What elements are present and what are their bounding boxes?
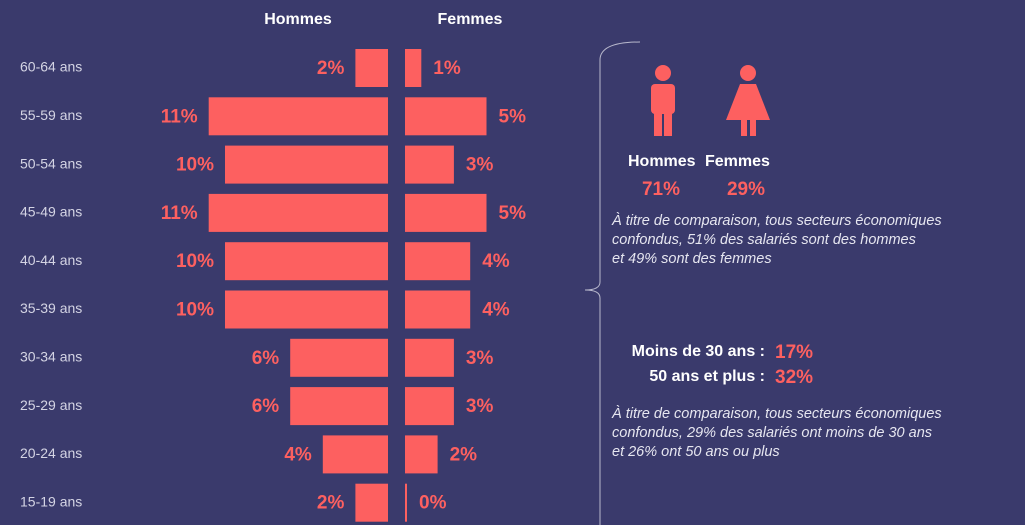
value-label: 3% bbox=[466, 155, 494, 176]
age-label: 55-59 ans bbox=[20, 107, 82, 123]
age-label: 45-49 ans bbox=[20, 204, 82, 220]
bar bbox=[208, 193, 388, 232]
bar bbox=[355, 483, 388, 522]
woman-icon bbox=[726, 65, 770, 136]
value-label: 3% bbox=[466, 348, 494, 369]
age-label: 40-44 ans bbox=[20, 252, 82, 268]
under30-label: Moins de 30 ans : bbox=[632, 343, 765, 360]
bar bbox=[225, 145, 388, 184]
age-label: 35-39 ans bbox=[20, 300, 82, 316]
bar bbox=[290, 338, 388, 377]
gender-men-label: Hommes bbox=[628, 153, 696, 170]
gender-women-label: Femmes bbox=[705, 153, 770, 170]
age-label: 20-24 ans bbox=[20, 445, 82, 461]
gender-note: confondus, 51% des salariés sont des hom… bbox=[612, 232, 916, 248]
value-label: 5% bbox=[499, 106, 527, 127]
age-note: confondus, 29% des salariés ont moins de… bbox=[612, 425, 932, 441]
age-label: 15-19 ans bbox=[20, 493, 82, 509]
value-label: 1% bbox=[433, 58, 461, 79]
bar bbox=[405, 49, 422, 87]
value-label: 2% bbox=[317, 58, 345, 79]
bar bbox=[405, 483, 407, 522]
bar bbox=[405, 338, 454, 377]
bar bbox=[405, 290, 471, 329]
gender-men-value: 71% bbox=[642, 179, 680, 200]
over50-value: 32% bbox=[775, 367, 813, 388]
value-label: 10% bbox=[176, 300, 214, 321]
value-label: 6% bbox=[252, 348, 280, 369]
bar bbox=[405, 193, 487, 232]
value-label: 6% bbox=[252, 396, 280, 417]
age-note: et 26% ont 50 ans ou plus bbox=[612, 444, 780, 460]
bar bbox=[405, 145, 454, 184]
bar bbox=[225, 242, 388, 281]
bar bbox=[225, 290, 388, 329]
value-label: 11% bbox=[161, 203, 198, 224]
under30-value: 17% bbox=[775, 342, 813, 363]
man-icon bbox=[651, 65, 675, 136]
gender-note: À titre de comparaison, tous secteurs éc… bbox=[611, 212, 942, 229]
age-label: 30-34 ans bbox=[20, 349, 82, 365]
value-label: 10% bbox=[176, 155, 214, 176]
bar bbox=[405, 242, 471, 281]
bar bbox=[405, 435, 438, 474]
bar bbox=[290, 387, 388, 426]
value-label: 5% bbox=[499, 203, 527, 224]
bar bbox=[405, 387, 454, 426]
value-label: 0% bbox=[419, 493, 447, 514]
value-label: 4% bbox=[284, 444, 312, 465]
value-label: 4% bbox=[482, 251, 510, 272]
brace bbox=[584, 41, 641, 525]
over50-label: 50 ans et plus : bbox=[649, 368, 765, 385]
value-label: 4% bbox=[482, 300, 510, 321]
men-header: Hommes bbox=[264, 11, 332, 28]
age-label: 60-64 ans bbox=[20, 59, 82, 75]
age-note: À titre de comparaison, tous secteurs éc… bbox=[611, 405, 942, 422]
women-header: Femmes bbox=[438, 11, 503, 28]
value-label: 2% bbox=[317, 493, 345, 514]
age-label: 50-54 ans bbox=[20, 155, 82, 171]
bar bbox=[405, 97, 487, 136]
gender-women-value: 29% bbox=[727, 179, 765, 200]
value-label: 10% bbox=[176, 251, 214, 272]
value-label: 3% bbox=[466, 396, 494, 417]
age-label: 25-29 ans bbox=[20, 397, 82, 413]
value-label: 11% bbox=[161, 106, 198, 127]
bar bbox=[355, 49, 388, 87]
value-label: 2% bbox=[450, 444, 478, 465]
gender-note: et 49% sont des femmes bbox=[612, 251, 772, 267]
bar bbox=[208, 97, 388, 136]
bar bbox=[322, 435, 388, 474]
